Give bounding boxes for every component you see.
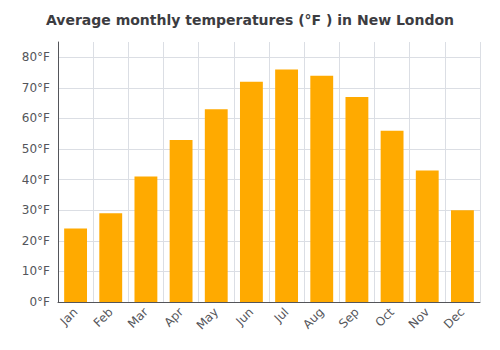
svg-text:Nov: Nov <box>406 305 432 331</box>
svg-text:Average monthly temperatures (: Average monthly temperatures (°F ) in Ne… <box>46 12 454 28</box>
svg-text:Jan: Jan <box>57 305 81 329</box>
svg-text:20°F: 20°F <box>22 234 50 248</box>
svg-text:60°F: 60°F <box>22 111 50 125</box>
svg-text:30°F: 30°F <box>22 203 50 217</box>
svg-text:Jun: Jun <box>233 305 257 329</box>
svg-text:May: May <box>194 305 221 332</box>
svg-text:10°F: 10°F <box>22 264 50 278</box>
svg-text:Feb: Feb <box>91 305 116 330</box>
svg-text:Sep: Sep <box>336 305 362 331</box>
svg-text:0°F: 0°F <box>29 295 50 309</box>
svg-text:Jul: Jul <box>271 305 292 326</box>
svg-text:Mar: Mar <box>125 305 151 331</box>
svg-text:Oct: Oct <box>372 305 397 330</box>
svg-text:80°F: 80°F <box>22 50 50 64</box>
svg-text:Dec: Dec <box>441 305 467 331</box>
svg-text:Apr: Apr <box>161 305 186 330</box>
svg-text:70°F: 70°F <box>22 81 50 95</box>
svg-text:40°F: 40°F <box>22 173 50 187</box>
svg-text:Aug: Aug <box>300 305 326 331</box>
svg-text:50°F: 50°F <box>22 142 50 156</box>
